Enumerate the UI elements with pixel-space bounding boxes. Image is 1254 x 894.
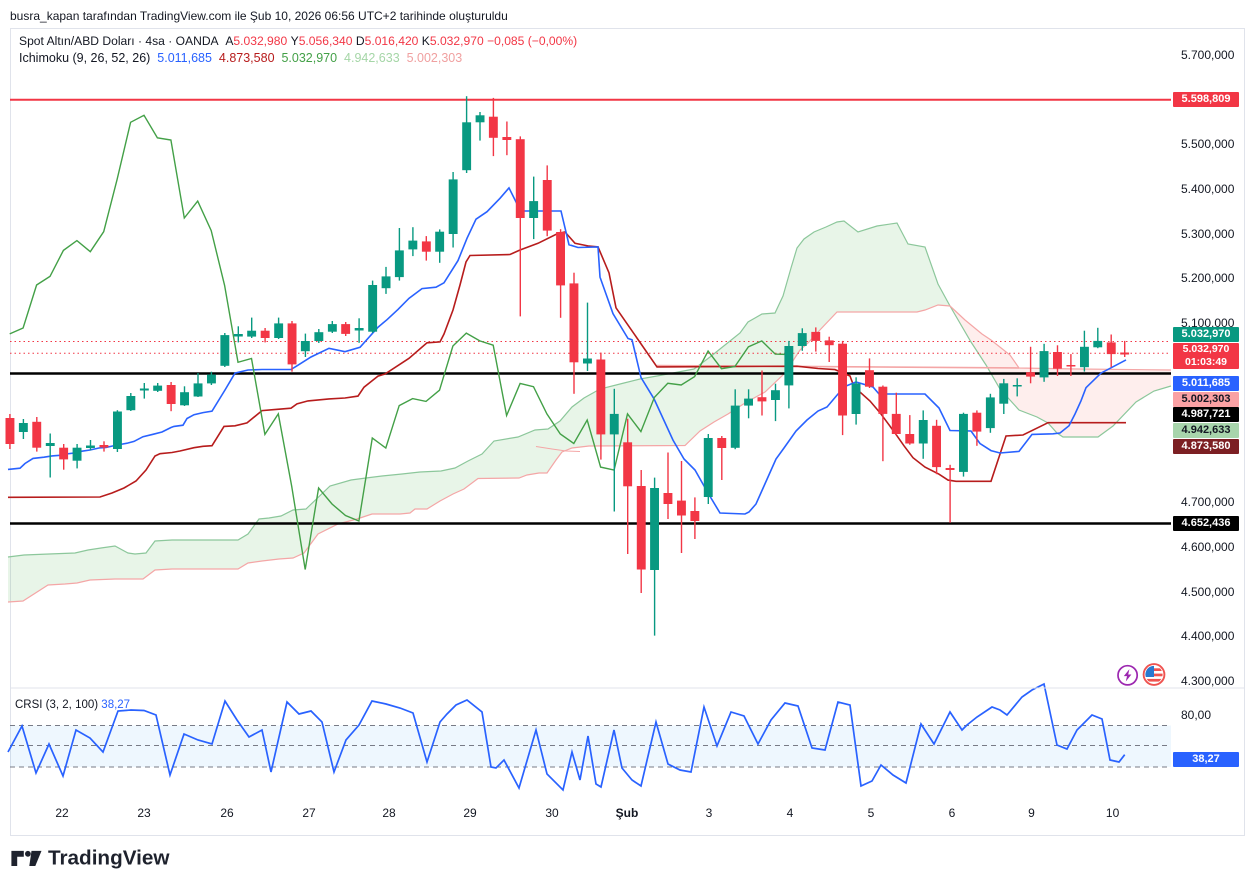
svg-text:TradingView: TradingView — [48, 847, 170, 870]
